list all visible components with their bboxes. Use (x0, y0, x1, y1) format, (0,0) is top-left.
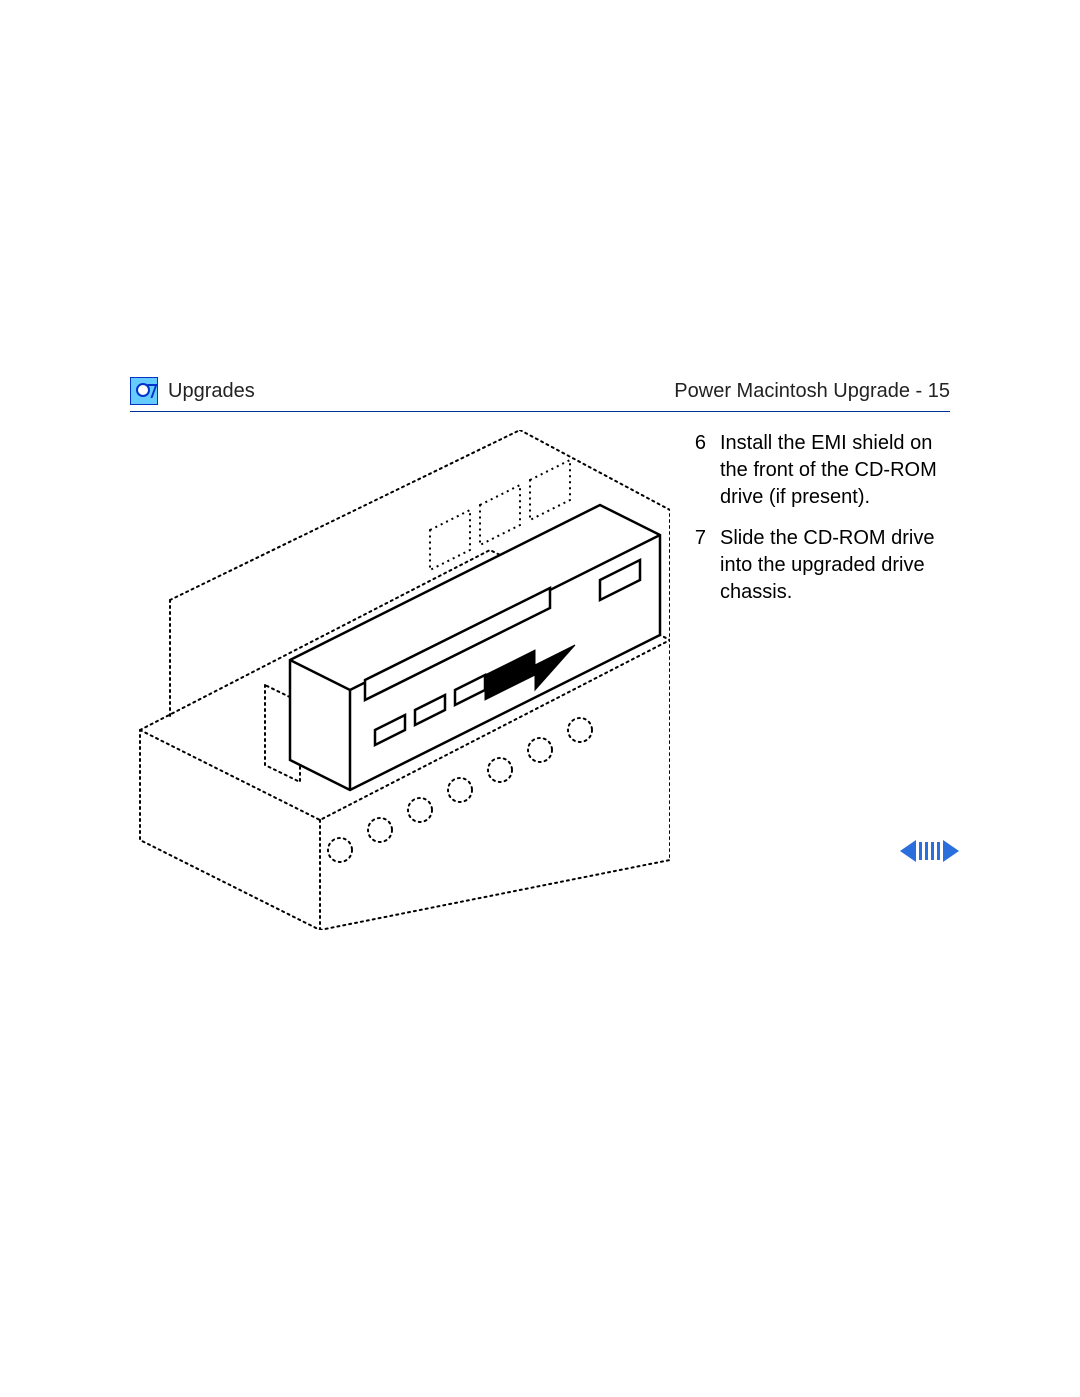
step-text: Slide the CD-ROM drive into the upgraded… (720, 525, 950, 606)
page-title: Power Macintosh Upgrade - 15 (674, 380, 950, 403)
step-item: 6 Install the EMI shield on the front of… (690, 430, 950, 511)
step-item: 7 Slide the CD-ROM drive into the upgrad… (690, 525, 950, 606)
document-page: Upgrades Power Macintosh Upgrade - 15 (130, 375, 950, 430)
step-list: 6 Install the EMI shield on the front of… (690, 430, 950, 620)
header-rule (130, 411, 950, 412)
next-page-button[interactable] (943, 840, 959, 862)
nav-bar-icon (919, 842, 922, 860)
page-title-prefix: Power Macintosh Upgrade - (674, 380, 927, 402)
header-left-group: Upgrades (130, 377, 255, 405)
prev-page-button[interactable] (900, 840, 916, 862)
step-number: 7 (690, 525, 706, 606)
page-index-button[interactable] (919, 842, 940, 860)
page-number: 15 (928, 380, 950, 402)
drive-install-illustration (130, 430, 670, 930)
nav-bar-icon (937, 842, 940, 860)
step-number: 6 (690, 430, 706, 511)
nav-bar-icon (931, 842, 934, 860)
step-text: Install the EMI shield on the front of t… (720, 430, 950, 511)
page-header: Upgrades Power Macintosh Upgrade - 15 (130, 375, 950, 407)
page-nav (900, 840, 959, 862)
nav-bar-icon (925, 842, 928, 860)
section-title: Upgrades (168, 380, 255, 403)
upgrades-section-icon (130, 377, 158, 405)
